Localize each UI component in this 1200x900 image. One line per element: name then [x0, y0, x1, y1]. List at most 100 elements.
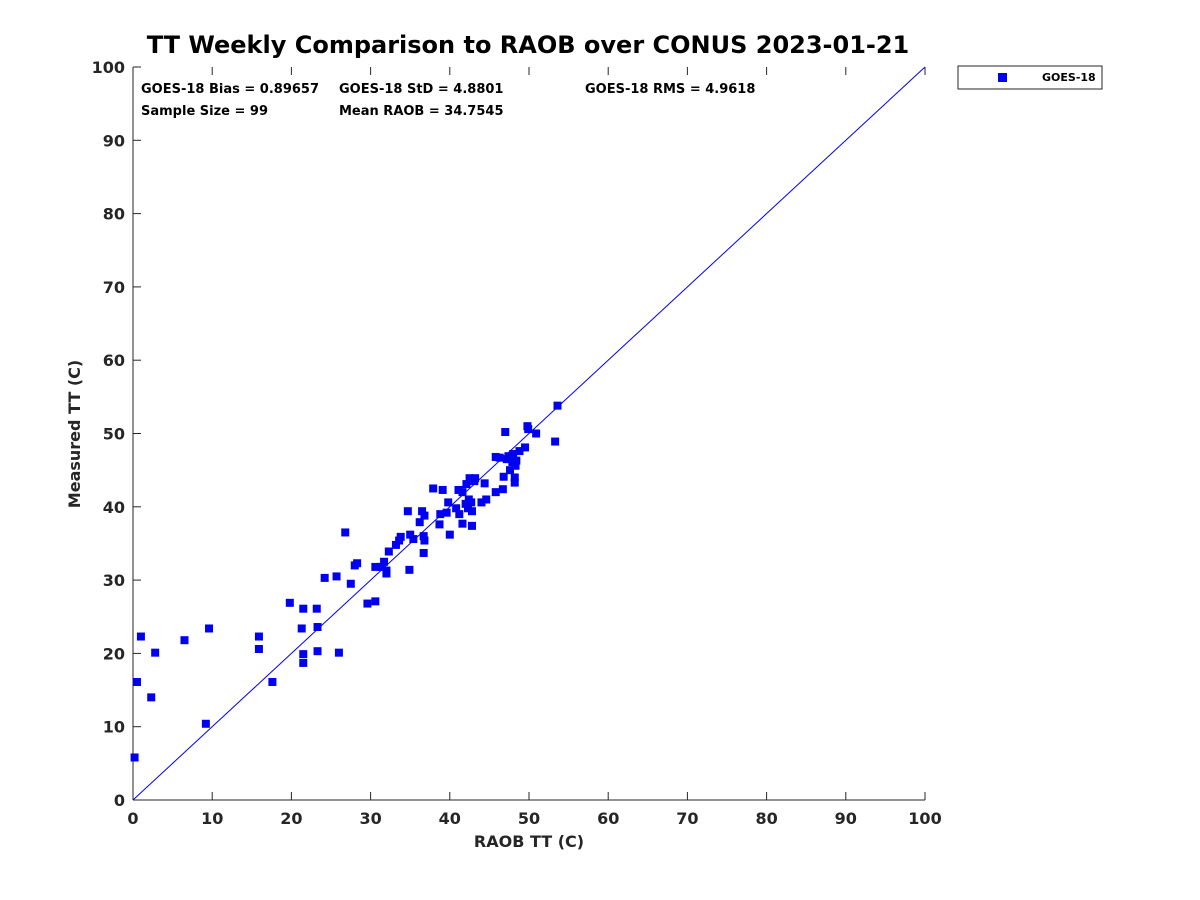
x-tick-label-20: 20: [280, 809, 302, 828]
data-point-66: [467, 521, 476, 530]
data-point-25: [353, 559, 362, 568]
x-axis-ticks: 0 10 20 30 40 50 60 70 80 90 100: [127, 67, 942, 828]
data-point-69: [477, 498, 486, 507]
stat-bias: GOES-18 Bias = 0.89657: [141, 82, 319, 97]
data-point-71: [482, 495, 491, 504]
data-point-83: [510, 478, 519, 487]
x-tick-label-100: 100: [908, 809, 941, 828]
y-axis-ticks: 0 10 20 30 40 50 60 70 80 90 100: [92, 58, 141, 810]
data-point-40: [409, 535, 418, 544]
data-point-10: [268, 677, 277, 686]
data-point-4: [151, 648, 160, 657]
data-point-41: [415, 518, 424, 527]
data-point-43: [420, 511, 429, 520]
data-point-44: [420, 536, 429, 545]
data-point-34: [391, 540, 400, 549]
y-tick-label-70: 70: [103, 278, 125, 297]
data-point-85: [511, 461, 520, 470]
data-point-79: [504, 452, 513, 461]
data-point-1: [132, 677, 141, 686]
data-point-8: [254, 632, 263, 641]
data-point-48: [435, 520, 444, 529]
data-point-59: [461, 499, 470, 508]
data-point-27: [371, 597, 380, 606]
data-point-12: [297, 624, 306, 633]
data-point-30: [380, 557, 389, 566]
data-point-20: [332, 572, 341, 581]
plot-area: 0 10 20 30 40 50 60 70 80 90 100 0 10 20 30 40 50 60 70 80…: [92, 58, 942, 828]
data-point-53: [445, 530, 454, 539]
y-tick-label-100: 100: [92, 58, 125, 77]
legend: GOES-18: [957, 65, 1103, 90]
legend-marker-goes-18: [998, 73, 1007, 82]
data-point-74: [495, 453, 504, 462]
data-point-88: [521, 443, 530, 452]
data-point-82: [509, 450, 518, 459]
data-point-54: [452, 504, 461, 513]
data-point-19: [320, 573, 329, 582]
data-point-7: [205, 624, 214, 633]
x-tick-label-40: 40: [439, 809, 461, 828]
data-point-68: [471, 474, 480, 483]
data-point-14: [299, 650, 308, 659]
data-point-58: [458, 488, 467, 497]
data-point-76: [499, 472, 508, 481]
y-tick-label-20: 20: [103, 644, 125, 663]
data-point-77: [501, 428, 510, 437]
data-point-60: [462, 480, 471, 489]
data-point-21: [334, 648, 343, 657]
data-point-29: [376, 562, 385, 571]
x-tick-label-90: 90: [835, 809, 857, 828]
data-point-13: [299, 604, 308, 613]
data-point-38: [405, 565, 414, 574]
data-point-49: [436, 510, 445, 519]
data-point-16: [312, 604, 321, 613]
data-point-2: [136, 632, 145, 641]
data-point-23: [346, 579, 355, 588]
x-tick-label-30: 30: [359, 809, 381, 828]
stats-box: GOES-18 Bias = 0.89657 GOES-18 StD = 4.8…: [141, 82, 755, 119]
data-point-5: [180, 636, 189, 645]
legend-entry-goes-18: GOES-18: [1042, 71, 1096, 84]
data-point-87: [515, 447, 524, 456]
data-point-73: [491, 488, 500, 497]
chart-title: TT Weekly Comparison to RAOB over CONUS …: [147, 31, 910, 59]
y-tick-label-10: 10: [103, 718, 125, 737]
data-point-47: [429, 484, 438, 493]
x-tick-label-50: 50: [518, 809, 540, 828]
one-to-one-reference-line: [132, 66, 926, 801]
data-point-9: [254, 645, 263, 654]
x-tick-label-70: 70: [676, 809, 698, 828]
data-point-0: [130, 753, 139, 762]
y-tick-label-0: 0: [114, 791, 125, 810]
data-point-57: [458, 519, 467, 528]
data-point-11: [285, 598, 294, 607]
data-point-39: [406, 530, 415, 539]
data-point-46: [419, 548, 428, 557]
stat-sample-size: Sample Size = 99: [141, 104, 268, 119]
legend-box: [957, 65, 1103, 90]
data-point-91: [532, 429, 541, 438]
y-tick-label-80: 80: [103, 205, 125, 224]
data-point-70: [480, 479, 489, 488]
x-tick-label-0: 0: [127, 809, 138, 828]
data-point-52: [444, 498, 453, 507]
data-point-51: [442, 508, 451, 517]
data-point-56: [455, 510, 464, 519]
data-point-17: [313, 623, 322, 632]
stat-std: GOES-18 StD = 4.8801: [339, 82, 503, 97]
data-point-33: [384, 547, 393, 556]
data-point-37: [403, 507, 412, 516]
data-point-3: [147, 693, 156, 702]
data-point-90: [524, 425, 533, 434]
stat-mean-raob: Mean RAOB = 34.7545: [339, 104, 504, 119]
data-point-26: [363, 599, 372, 608]
data-point-93: [553, 401, 562, 410]
data-point-18: [313, 647, 322, 656]
y-tick-label-50: 50: [103, 425, 125, 444]
data-point-50: [438, 485, 447, 494]
data-point-84: [510, 473, 519, 482]
data-point-6: [201, 719, 210, 728]
y-tick-label-30: 30: [103, 571, 125, 590]
